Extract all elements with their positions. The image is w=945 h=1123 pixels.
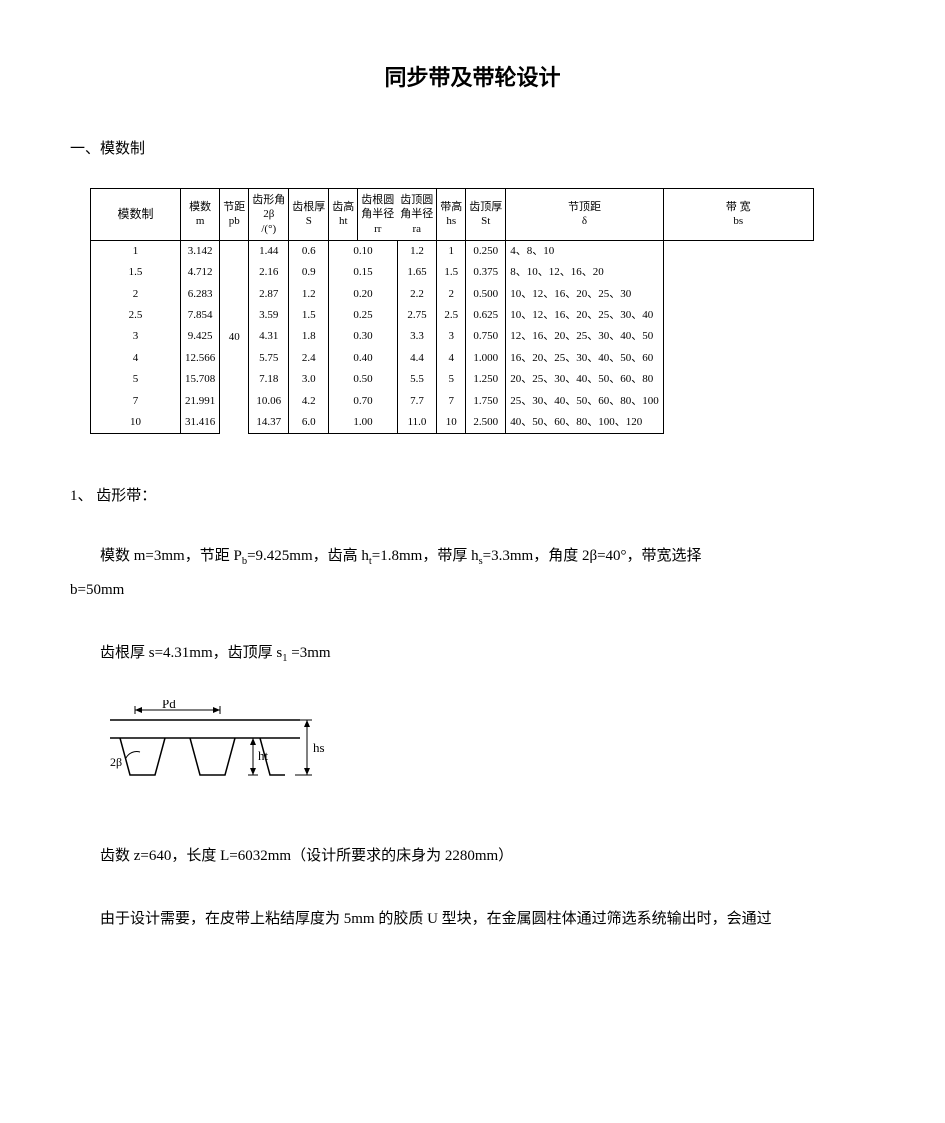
table-row: 13.142401.440.60.101.210.2504、8、10 <box>91 240 814 262</box>
col-st: 齿顶厚St <box>466 189 506 241</box>
label-hs: hs <box>313 740 325 755</box>
table-row-label: 模数制 <box>91 189 181 241</box>
table-row: 721.99110.064.20.707.771.75025、30、40、50、… <box>91 391 814 412</box>
module-table: 模数制 模数m 节距pb 齿形角2β/(°) 齿根厚S 齿高ht 齿根圆角半径r… <box>90 188 814 434</box>
col-pb: 节距pb <box>220 189 249 241</box>
table-row: 515.7087.183.00.505.551.25020、25、30、40、5… <box>91 369 814 390</box>
p1-line2: b=50mm <box>70 574 875 607</box>
table-row: 1.54.7122.160.90.151.651.50.3758、10、12、1… <box>91 262 814 283</box>
col-s: 齿根厚S <box>289 189 329 241</box>
table-row: 1031.41614.376.01.0011.0102.50040、50、60、… <box>91 412 814 434</box>
col-bs: 带 宽bs <box>663 189 813 241</box>
tooth-svg: Pd 2β ht hs <box>100 700 340 800</box>
table-row: 2.57.8543.591.50.252.752.50.62510、12、16、… <box>91 305 814 326</box>
p1-part-a: 模数 m=3mm，节距 P <box>100 548 242 564</box>
paragraph-2: 齿根厚 s=4.31mm，齿顶厚 s1 =3mm <box>70 637 875 670</box>
p1-part-d: =3.3mm，角度 2β=40°，带宽选择 <box>483 548 702 564</box>
paragraph-1: 模数 m=3mm，节距 Pb=9.425mm，齿高 ht=1.8mm，带厚 hs… <box>70 540 875 606</box>
table-row: 39.4254.311.80.303.330.75012、16、20、25、30… <box>91 326 814 347</box>
paragraph-4: 由于设计需要，在皮带上粘结厚度为 5mm 的胶质 U 型块，在金属圆柱体通过筛选… <box>70 903 875 936</box>
p1-part-c: =1.8mm，带厚 h <box>372 548 479 564</box>
tooth-profile-diagram: Pd 2β ht hs <box>100 700 875 800</box>
label-ht: ht <box>258 748 269 763</box>
label-2beta: 2β <box>110 755 122 769</box>
subsection-1-header: 1、 齿形带： <box>70 484 875 505</box>
table-row: 26.2832.871.20.202.220.50010、12、16、20、25… <box>91 284 814 305</box>
module-table-wrapper: 模数制 模数m 节距pb 齿形角2β/(°) 齿根厚S 齿高ht 齿根圆角半径r… <box>90 188 875 434</box>
p2-part-b: =3mm <box>287 645 330 661</box>
p2-part-a: 齿根厚 s=4.31mm，齿顶厚 s <box>100 645 282 661</box>
col-ra: 齿顶圆角半径ra <box>397 189 437 241</box>
col-beta: 齿形角2β/(°) <box>249 189 289 241</box>
col-ht: 齿高ht <box>329 189 358 241</box>
col-delta: 节顶距δ <box>506 189 664 241</box>
col-m: 模数m <box>181 189 220 241</box>
p1-part-b: =9.425mm，齿高 h <box>247 548 369 564</box>
col-hs: 带高hs <box>437 189 466 241</box>
label-pd: Pd <box>162 700 176 711</box>
page-title: 同步带及带轮设计 <box>70 60 875 92</box>
table-header-row: 模数制 模数m 节距pb 齿形角2β/(°) 齿根厚S 齿高ht 齿根圆角半径r… <box>91 189 814 241</box>
section-1-header: 一、模数制 <box>70 137 875 158</box>
table-row: 412.5665.752.40.404.441.00016、20、25、30、4… <box>91 348 814 369</box>
col-rr: 齿根圆角半径rr <box>358 189 398 241</box>
paragraph-3: 齿数 z=640，长度 L=6032mm（设计所要求的床身为 2280mm） <box>70 840 875 873</box>
